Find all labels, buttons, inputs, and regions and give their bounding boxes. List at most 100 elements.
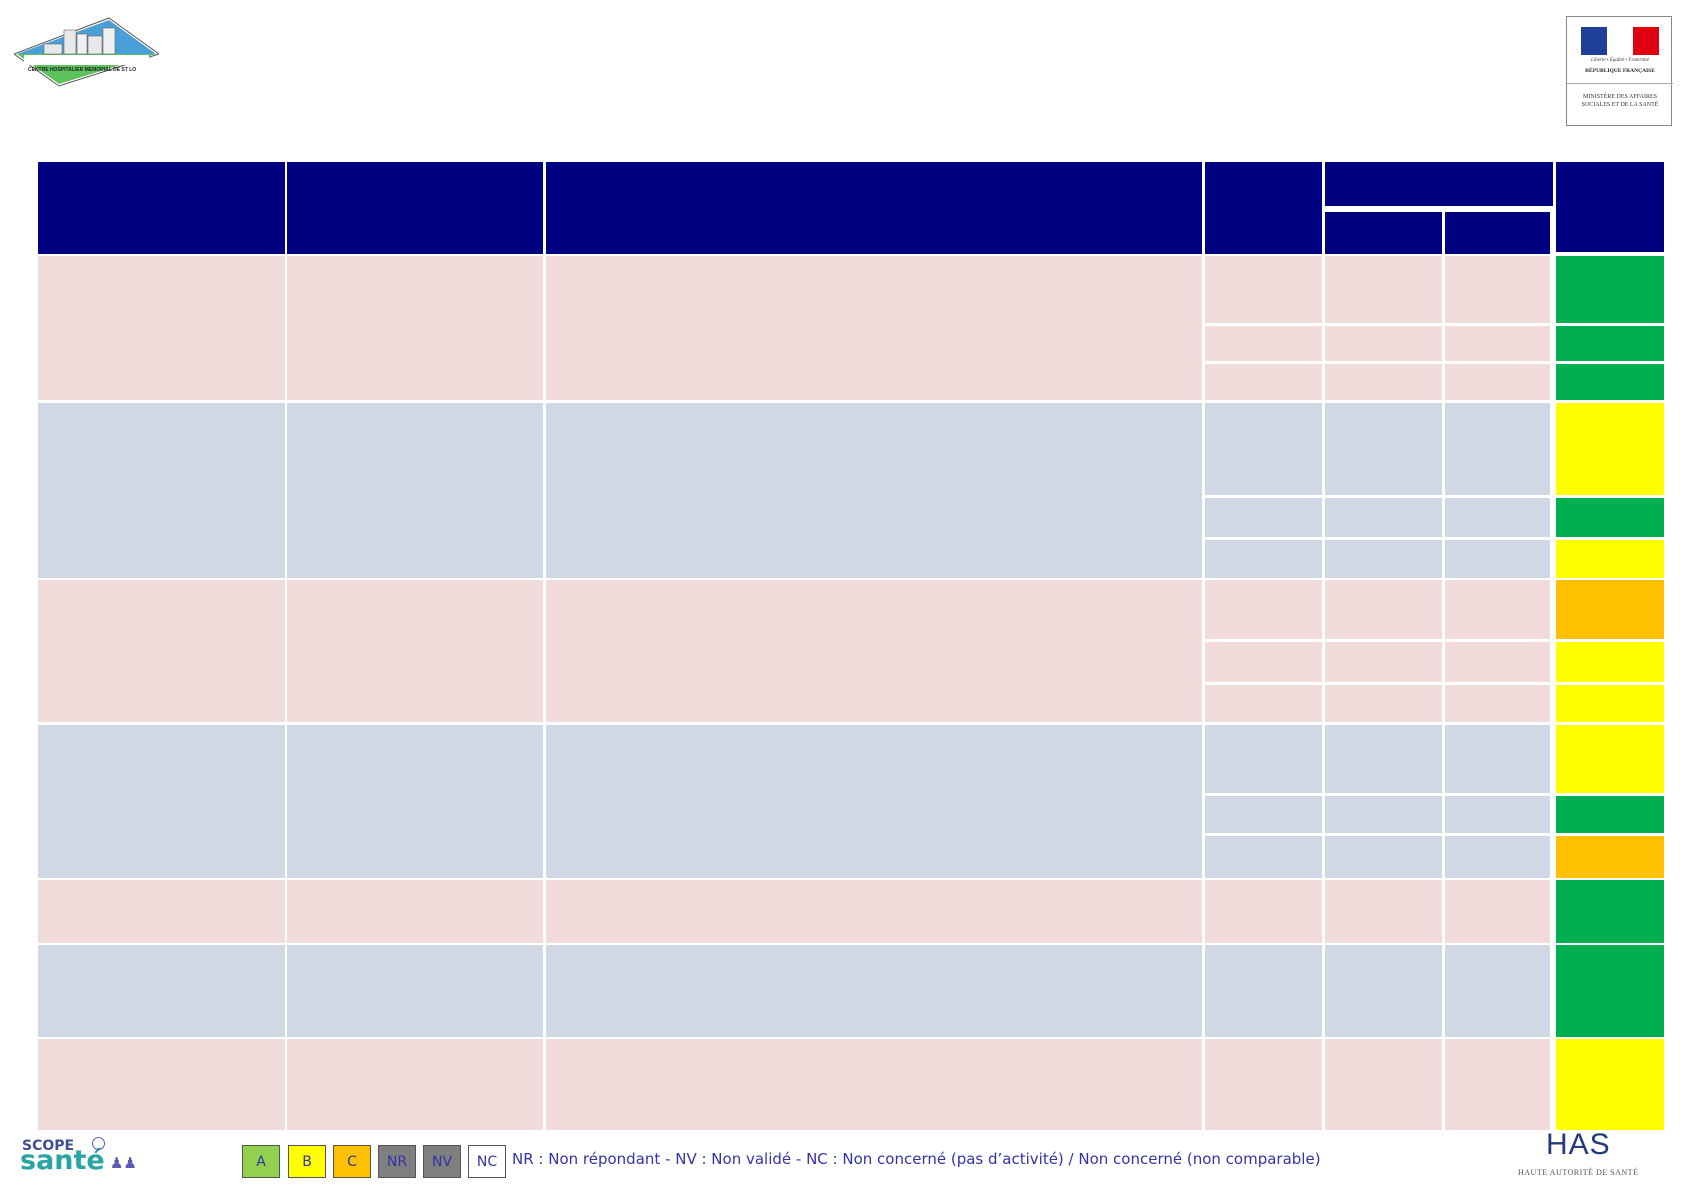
score-cell-a: [1556, 256, 1664, 323]
table-subcell: [1205, 580, 1322, 639]
legend-nc: NC: [468, 1145, 506, 1178]
table-subcell: [1325, 642, 1442, 682]
table-subcell: [1325, 540, 1442, 578]
hospital-logo: CENTRE HOSPITALIER MEMORIAL DE ST LO: [12, 16, 161, 88]
table-cell: [287, 580, 543, 722]
table-subcell: [1325, 796, 1442, 833]
table-subcell: [1325, 1039, 1442, 1130]
table-cell: [546, 256, 1202, 400]
table-subcell: [1445, 403, 1550, 495]
table-subcell: [1205, 945, 1322, 1037]
ministry-name: MINISTÈRE DES AFFAIRES SOCIALES ET DE LA…: [1581, 94, 1659, 108]
table-subcell: [1445, 880, 1550, 943]
table-cell: [287, 403, 543, 578]
score-cell-a: [1556, 796, 1664, 833]
table-subcell: [1445, 836, 1550, 878]
header-cell-5a: [1325, 212, 1442, 254]
table-subcell: [1445, 580, 1550, 639]
header-cell-6: [1556, 162, 1664, 252]
ministry-logo: Liberté • Égalité • Fraternité RÉPUBLIQU…: [1566, 16, 1673, 126]
table-cell: [287, 945, 543, 1037]
scope-logo-line2: santé: [20, 1145, 105, 1176]
table-subcell: [1445, 642, 1550, 682]
table-subcell: [1205, 685, 1322, 722]
table-cell: [287, 1039, 543, 1130]
header-cell-5-group: [1325, 162, 1553, 206]
header-cell-2: [287, 162, 543, 254]
table-subcell: [1325, 580, 1442, 639]
table-subcell: [1445, 326, 1550, 361]
table-subcell: [1445, 540, 1550, 578]
table-cell: [546, 1039, 1202, 1130]
table-subcell: [1445, 796, 1550, 833]
table-subcell: [1205, 364, 1322, 400]
table-cell: [546, 880, 1202, 943]
table-subcell: [1445, 364, 1550, 400]
table-subcell: [1445, 256, 1550, 323]
table-cell: [546, 580, 1202, 722]
table-subcell: [1325, 945, 1442, 1037]
ministry-republic: RÉPUBLIQUE FRANÇAISE: [1585, 68, 1655, 74]
has-logo-subtitle: HAUTE AUTORITÉ DE SANTÉ: [1518, 1168, 1639, 1177]
legend-nv: NV: [423, 1145, 461, 1178]
ministry-motto: Liberté • Égalité • Fraternité: [1591, 58, 1649, 63]
table-cell: [546, 725, 1202, 878]
table-subcell: [1325, 725, 1442, 793]
legend-a: A: [242, 1145, 280, 1178]
table-subcell: [1205, 1039, 1322, 1130]
legend-description: NR : Non répondant - NV : Non validé - N…: [512, 1150, 1321, 1168]
score-cell-a: [1556, 326, 1664, 361]
table-subcell: [1445, 685, 1550, 722]
header-cell-4: [1205, 162, 1322, 254]
score-cell-a: [1556, 498, 1664, 537]
hospital-logo-text: CENTRE HOSPITALIER MEMORIAL DE ST LO: [28, 67, 137, 73]
table-subcell: [1205, 880, 1322, 943]
table-subcell: [1205, 725, 1322, 793]
table-subcell: [1445, 945, 1550, 1037]
table-subcell: [1325, 403, 1442, 495]
scope-sante-logo: SCOPE santé ♟♟: [18, 1135, 143, 1177]
table-cell: [287, 880, 543, 943]
legend-nr: NR: [378, 1145, 416, 1178]
legend-c: C: [333, 1145, 371, 1178]
table-subcell: [1325, 836, 1442, 878]
family-icon: ♟♟: [110, 1154, 137, 1172]
score-cell-b: [1556, 403, 1664, 495]
table-cell: [546, 945, 1202, 1037]
table-subcell: [1325, 364, 1442, 400]
has-logo: HAS HAUTE AUTORITÉ DE SANTÉ: [1510, 1128, 1670, 1180]
table-cell: [38, 725, 285, 878]
badge-icon: [92, 1137, 105, 1150]
table-cell: [38, 256, 285, 400]
score-cell-c: [1556, 580, 1664, 639]
header-cell-1: [38, 162, 285, 254]
score-cell-b: [1556, 540, 1664, 578]
table-cell: [38, 1039, 285, 1130]
table-subcell: [1205, 403, 1322, 495]
table-cell: [38, 945, 285, 1037]
table-subcell: [1205, 796, 1322, 833]
score-cell-b: [1556, 642, 1664, 682]
table-cell: [38, 880, 285, 943]
scope-logo-line1: SCOPE: [22, 1138, 75, 1154]
score-cell-c: [1556, 836, 1664, 878]
table-cell: [287, 256, 543, 400]
table-subcell: [1205, 498, 1322, 537]
table-subcell: [1325, 685, 1442, 722]
score-cell-b: [1556, 725, 1664, 793]
french-flag-icon: [1581, 27, 1659, 55]
table-subcell: [1325, 498, 1442, 537]
table-subcell: [1205, 836, 1322, 878]
table-subcell: [1205, 540, 1322, 578]
table-subcell: [1445, 498, 1550, 537]
has-logo-mark: HAS: [1546, 1128, 1611, 1161]
table-subcell: [1445, 725, 1550, 793]
table-subcell: [1325, 256, 1442, 323]
table-subcell: [1205, 642, 1322, 682]
score-cell-a: [1556, 945, 1664, 1037]
table-subcell: [1205, 326, 1322, 361]
table-subcell: [1325, 326, 1442, 361]
table-subcell: [1445, 1039, 1550, 1130]
score-cell-a: [1556, 364, 1664, 400]
score-cell-b: [1556, 1039, 1664, 1130]
